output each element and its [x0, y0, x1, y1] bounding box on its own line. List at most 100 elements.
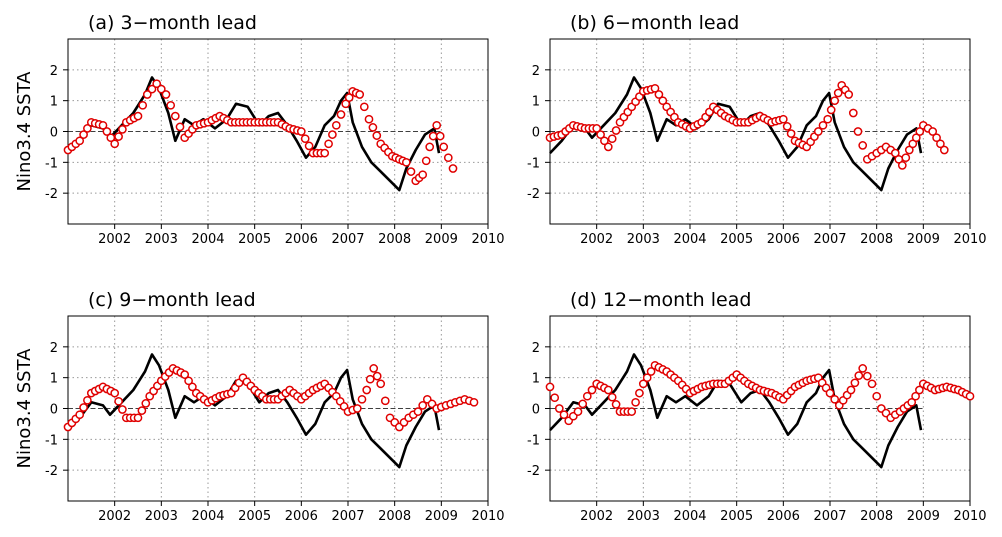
forecast-point: [844, 90, 854, 99]
forecast-point: [642, 373, 652, 383]
forecast-point: [380, 396, 390, 406]
x-tick-label: 2007: [813, 509, 846, 524]
forecast-point: [359, 102, 369, 112]
x-tick-label: 2006: [285, 232, 318, 247]
forecast-point: [611, 126, 621, 135]
forecast-point: [830, 96, 840, 106]
forecast-point: [368, 123, 378, 132]
forecast-point: [848, 108, 858, 118]
x-tick-label: 2010: [471, 232, 504, 247]
forecast-point: [425, 142, 435, 152]
y-tick-label: 0: [532, 126, 540, 141]
forecast-point: [858, 141, 868, 150]
forecast-point: [83, 124, 92, 133]
forecast-point: [587, 385, 597, 395]
forecast-point: [79, 403, 88, 412]
forecast-point: [936, 139, 945, 149]
forecast-point: [850, 378, 860, 388]
x-tick-label: 2002: [98, 509, 131, 524]
forecast-point: [603, 385, 613, 395]
y-axis-label: Nino3.4 SSTA: [14, 71, 35, 192]
forecast-point: [344, 93, 354, 102]
forecast-point: [75, 410, 85, 420]
forecast-point: [833, 88, 843, 98]
forecast-point: [778, 114, 788, 124]
y-axis-label: Nino3.4 SSTA: [14, 348, 35, 469]
y-tick-label: 2: [532, 64, 540, 79]
x-tick-label: 2009: [425, 232, 458, 247]
forecast-point: [443, 153, 453, 163]
forecast-point: [867, 379, 877, 389]
y-tick-label: -1: [45, 156, 58, 171]
forecast-point: [147, 84, 157, 94]
forecast-point: [372, 371, 382, 381]
forecast-point: [98, 120, 108, 130]
forecast-point: [901, 153, 911, 163]
x-tick-label: 2009: [907, 232, 940, 247]
forecast-point: [939, 145, 949, 155]
forecast-point: [928, 127, 938, 136]
forecast-point: [448, 164, 458, 173]
x-tick-label: 2009: [425, 509, 458, 524]
forecast-point: [369, 364, 379, 373]
forecast-point: [607, 392, 617, 402]
forecast-point: [142, 90, 152, 99]
x-tick-label: 2005: [238, 509, 271, 524]
forecast-point: [133, 413, 143, 423]
forecast-point: [324, 139, 333, 149]
panel-b: 2002 2003 2004 2005 2006 2007 2008 2009 2010 -2 -1…: [527, 12, 987, 247]
x-tick-label: 2003: [627, 509, 660, 524]
forecast-point: [786, 129, 796, 138]
forecast-point: [911, 133, 921, 143]
panel-title: (b) 6−month lead: [570, 12, 739, 34]
x-tick-label: 2003: [145, 232, 178, 247]
forecast-point: [932, 133, 941, 143]
forecast-point: [658, 96, 668, 106]
forecast-point: [138, 100, 148, 110]
forecast-point: [352, 404, 362, 413]
y-tick-label: 1: [50, 95, 58, 110]
x-tick-label: 2002: [580, 232, 613, 247]
forecast-point: [372, 131, 382, 140]
panel-title: (a) 3−month lead: [88, 12, 257, 34]
observed-series-line: [549, 76, 923, 192]
forecast-point: [853, 127, 863, 136]
x-tick-label: 2004: [673, 509, 706, 524]
x-tick-label: 2002: [98, 232, 131, 247]
x-tick-label: 2004: [191, 509, 224, 524]
forecast-point: [304, 141, 314, 151]
forecast-point: [418, 170, 428, 180]
forecast-point: [161, 90, 171, 99]
y-tick-label: -2: [45, 187, 58, 202]
x-tick-label: 2005: [720, 509, 753, 524]
forecast-point: [376, 379, 386, 389]
forecast-point: [152, 79, 162, 89]
forecast-point: [830, 394, 840, 404]
forecast-point: [355, 90, 365, 99]
y-tick-label: -2: [45, 464, 58, 479]
forecast-point: [364, 114, 374, 124]
forecast-point: [118, 405, 127, 414]
y-tick-label: 2: [50, 64, 58, 79]
y-tick-label: 0: [50, 403, 58, 418]
forecast-point: [965, 391, 975, 401]
x-tick-label: 2008: [378, 509, 411, 524]
forecast-point: [592, 124, 602, 133]
panel-d: 2002 2003 2004 2005 2006 2007 2008 2009 2010 -2 -1…: [527, 289, 987, 524]
forecast-point: [428, 131, 438, 141]
forecast-point: [782, 122, 792, 131]
x-tick-label: 2005: [720, 232, 753, 247]
forecast-point: [607, 134, 617, 144]
forecast-point: [813, 127, 823, 136]
forecast-point: [75, 136, 85, 146]
forecast-point: [328, 130, 337, 139]
y-tick-label: -1: [45, 433, 58, 448]
x-tick-label: 2002: [580, 509, 613, 524]
forecast-point: [418, 401, 428, 410]
y-tick-label: -1: [527, 433, 540, 448]
forecast-point: [573, 407, 583, 416]
forecast-point: [357, 394, 367, 404]
forecast-point: [184, 376, 193, 386]
